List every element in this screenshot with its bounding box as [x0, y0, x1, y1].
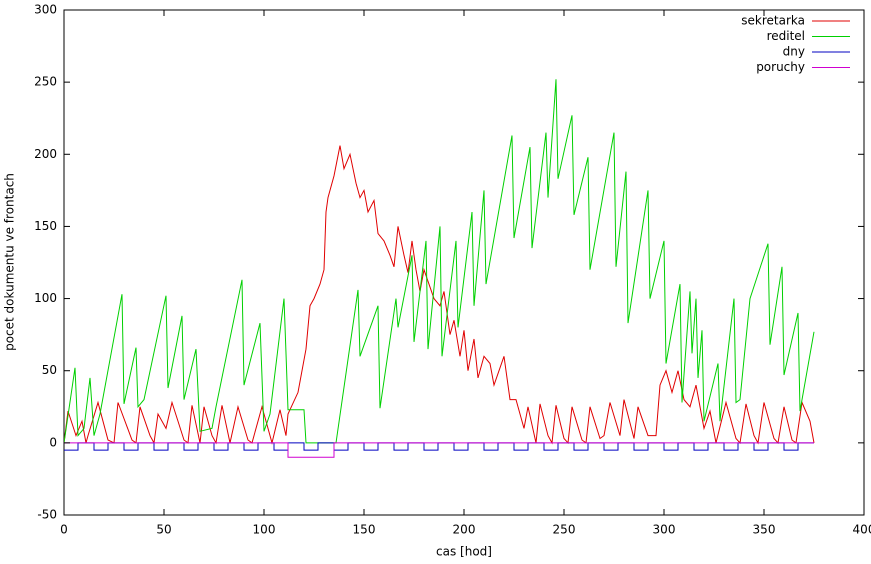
y-tick-label: 250 [34, 75, 57, 89]
x-tick-label: 50 [156, 523, 171, 537]
x-tick-label: 200 [453, 523, 476, 537]
x-tick-label: 350 [753, 523, 776, 537]
y-tick-label: -50 [37, 508, 57, 522]
x-tick-label: 100 [253, 523, 276, 537]
x-tick-label: 0 [60, 523, 68, 537]
y-tick-label: 0 [49, 435, 57, 449]
y-tick-label: 200 [34, 147, 57, 161]
legend-label: dny [783, 45, 805, 59]
legend-label: sekretarka [741, 14, 805, 28]
legend-label: poruchy [756, 60, 805, 74]
x-tick-label: 150 [353, 523, 376, 537]
legend-label: reditel [767, 29, 805, 43]
x-axis-label: cas [hod] [436, 545, 492, 559]
y-tick-label: 300 [34, 3, 57, 17]
y-tick-label: 150 [34, 219, 57, 233]
series-line [64, 442, 814, 458]
series-line [64, 79, 815, 444]
x-tick-label: 250 [553, 523, 576, 537]
series-line [64, 442, 814, 451]
x-tick-label: 300 [653, 523, 676, 537]
y-tick-label: 100 [34, 291, 57, 305]
x-tick-label: 400 [853, 523, 871, 537]
series-line [64, 145, 815, 445]
y-tick-label: 50 [42, 363, 57, 377]
plot-lines [64, 79, 815, 458]
y-axis-label: pocet dokumentu ve frontach [3, 173, 17, 351]
